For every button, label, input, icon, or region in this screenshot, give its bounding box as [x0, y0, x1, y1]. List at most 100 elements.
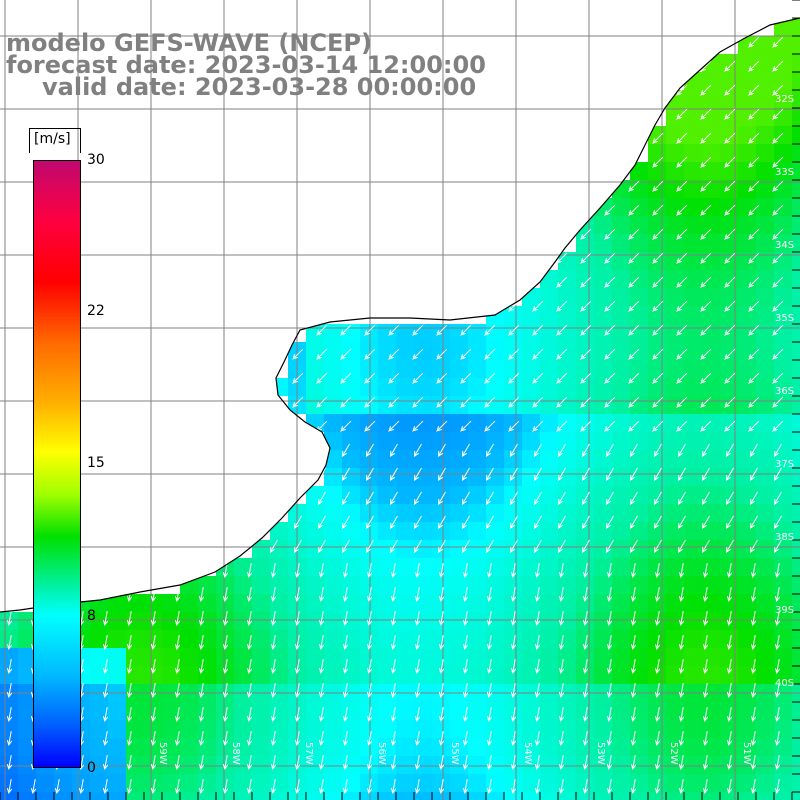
wind-arrow	[628, 252, 640, 264]
colorbar-tick-8: 8	[87, 608, 96, 624]
wind-speed-cell	[378, 486, 396, 504]
wind-arrow	[102, 755, 109, 770]
wind-arrow	[365, 539, 374, 554]
valid-date: valid date: 2023-03-28 00:00:00	[42, 73, 477, 101]
wind-speed-cell	[702, 774, 720, 792]
wind-arrow	[462, 563, 469, 578]
wind-arrow	[150, 683, 157, 698]
wind-arrow	[222, 587, 229, 602]
wind-speed-cell	[792, 396, 800, 414]
wind-speed-cell	[792, 414, 800, 432]
wind-arrow	[652, 372, 664, 384]
wind-arrow	[508, 324, 520, 336]
wind-arrow	[462, 635, 469, 650]
wind-arrow	[342, 707, 349, 722]
wind-speed-cell	[684, 414, 702, 432]
wind-speed-cell	[396, 756, 414, 774]
wind-arrow	[366, 587, 373, 602]
wind-speed-cell	[756, 396, 774, 414]
wind-speed-cell	[522, 432, 540, 450]
wind-speed-cell	[342, 486, 360, 504]
wind-speed-cell	[396, 594, 414, 612]
wind-speed-cell	[648, 666, 666, 684]
wind-arrow	[270, 731, 277, 746]
wind-speed-cell	[378, 432, 396, 450]
wind-speed-cell	[612, 414, 630, 432]
wind-speed-cell	[432, 702, 450, 720]
lat-label: 35S	[775, 313, 795, 324]
wind-speed-cell	[612, 234, 630, 252]
wind-speed-cell	[666, 288, 684, 306]
wind-arrow	[294, 707, 301, 722]
wind-speed-cell	[792, 162, 800, 180]
wind-speed-cell	[450, 360, 468, 378]
wind-arrow	[748, 36, 760, 48]
wind-arrow	[534, 563, 541, 578]
wind-speed-cell	[612, 756, 630, 774]
wind-speed-cell	[18, 702, 36, 720]
lat-label: 34S	[775, 240, 795, 251]
wind-speed-cell	[558, 342, 576, 360]
wind-arrow	[676, 180, 688, 192]
wind-speed-cell	[720, 360, 738, 378]
wind-arrow	[102, 707, 109, 722]
wind-speed-cell	[684, 702, 702, 720]
wind-speed-cell	[684, 756, 702, 774]
wind-speed-cell	[756, 756, 774, 774]
wind-speed-cell	[738, 468, 756, 486]
wind-speed-cell	[684, 486, 702, 504]
wind-arrow	[150, 707, 157, 722]
wind-speed-cell	[486, 666, 504, 684]
wind-speed-cell	[738, 360, 756, 378]
wind-speed-cell	[774, 432, 792, 450]
wind-arrow	[700, 108, 712, 120]
colorbar	[33, 160, 81, 768]
wind-arrow	[750, 611, 757, 626]
wind-arrow	[678, 707, 685, 722]
wind-arrow	[580, 372, 592, 384]
wind-arrow	[412, 396, 424, 408]
wind-speed-cell	[612, 270, 630, 288]
wind-speed-cell	[576, 540, 594, 558]
wind-arrow	[580, 396, 592, 408]
wind-arrow	[701, 443, 710, 458]
wind-arrow	[174, 659, 181, 674]
wind-speed-cell	[432, 468, 450, 486]
wind-speed-cell	[342, 720, 360, 738]
wind-speed-cell	[576, 792, 594, 800]
wind-speed-cell	[612, 342, 630, 360]
wind-arrow	[653, 491, 662, 506]
wind-arrow	[413, 467, 422, 482]
wind-speed-cell	[666, 162, 684, 180]
wind-speed-cell	[396, 630, 414, 648]
wind-speed-cell	[522, 756, 540, 774]
wind-speed-cell	[342, 558, 360, 576]
wind-speed-cell	[774, 180, 792, 198]
wind-speed-cell	[720, 378, 738, 396]
wind-speed-cell	[126, 738, 144, 756]
wind-speed-cell	[522, 576, 540, 594]
wind-speed-cell	[558, 504, 576, 522]
wind-arrow	[412, 324, 424, 336]
wind-speed-cell	[540, 288, 558, 306]
wind-speed-cell	[558, 612, 576, 630]
wind-speed-cell	[360, 468, 378, 486]
wind-speed-cell	[792, 738, 800, 756]
wind-speed-cell	[684, 612, 702, 630]
wind-speed-cell	[162, 720, 180, 738]
wind-speed-cell	[504, 450, 522, 468]
wind-arrow	[533, 491, 542, 506]
wind-arrow	[318, 635, 325, 650]
wind-speed-cell	[666, 432, 684, 450]
wind-speed-cell	[342, 522, 360, 540]
wind-arrow	[724, 180, 736, 192]
wind-speed-cell	[540, 792, 558, 800]
wind-speed-cell	[738, 738, 756, 756]
wind-speed-cell	[774, 522, 792, 540]
wind-speed-cell	[738, 306, 756, 324]
wind-arrow	[316, 420, 328, 432]
wind-speed-cell	[126, 594, 144, 612]
wind-speed-cell	[666, 324, 684, 342]
wind-speed-cell	[378, 702, 396, 720]
wind-speed-cell	[792, 558, 800, 576]
